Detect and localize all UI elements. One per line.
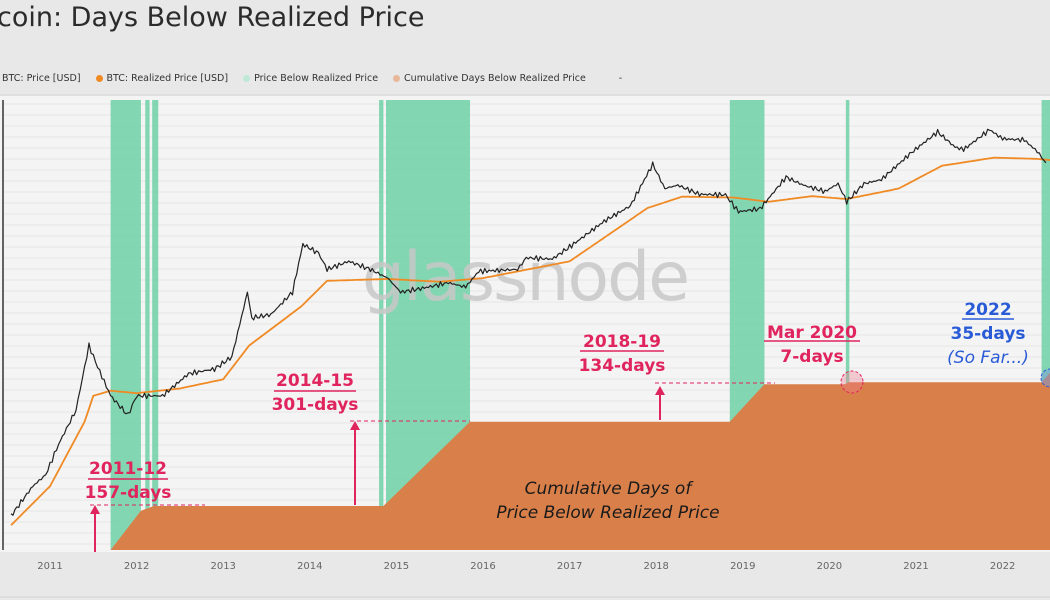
arrow-up-icon: [350, 421, 360, 430]
x-tick-label: 2018: [643, 561, 668, 572]
x-tick-label: 2015: [384, 561, 409, 572]
annotation-2014: [274, 390, 470, 505]
annotation-2022-days: 35-days: [950, 324, 1025, 344]
legend-label: BTC: Price [USD]: [2, 73, 81, 84]
x-tick-label: 2011: [37, 561, 62, 572]
legend-label: BTC: Realized Price [USD]: [106, 73, 229, 84]
x-tick-label: 2013: [210, 561, 235, 572]
legend-dot-icon: [95, 75, 103, 82]
btc-price-line: [10, 128, 1047, 516]
legend-label: Price Below Realized Price: [254, 73, 379, 84]
below-realized-band: [110, 100, 141, 550]
highlight-circle-2022-icon: [1040, 368, 1050, 388]
legend-label: -: [618, 73, 623, 84]
annotation-2014-title: 2014-15: [276, 371, 354, 391]
legend-item-cumulative[interactable]: Cumulative Days Below Realized Price: [393, 73, 586, 84]
below-realized-band: [1041, 100, 1050, 550]
legend-item-realized[interactable]: BTC: Realized Price [USD]: [95, 73, 229, 84]
page-title: coin: Days Below Realized Price: [0, 2, 425, 33]
x-tick-label: 2014: [297, 561, 322, 572]
legend-item-extra[interactable]: -: [601, 73, 622, 84]
annotation-2018-title: 2018-19: [583, 332, 661, 352]
x-tick-label: 2019: [730, 561, 755, 572]
watermark-logo: glassnode: [362, 238, 688, 317]
below-realized-band: [845, 100, 850, 550]
below-realized-band: [152, 100, 159, 550]
legend-item-below[interactable]: Price Below Realized Price: [243, 73, 378, 84]
cumulative-days-area: [110, 372, 1050, 550]
legend-dot-icon: [393, 75, 401, 82]
cumulative-label-line2: Price Below Realized Price: [496, 503, 719, 523]
cumulative-label-line1: Cumulative Days of: [525, 479, 695, 499]
x-tick-label: 2021: [903, 561, 928, 572]
annotation-2018: [580, 350, 775, 420]
x-tick-label: 2020: [817, 561, 842, 572]
legend-item-price[interactable]: BTC: Price [USD]: [2, 73, 81, 84]
annotation-2018-days: 134-days: [579, 356, 666, 376]
legend: BTC: Price [USD] BTC: Realized Price [US…: [2, 73, 622, 84]
x-tick-label: 2016: [470, 561, 495, 572]
x-tick-label: 2017: [557, 561, 582, 572]
below-realized-band: [145, 100, 150, 550]
legend-label: Cumulative Days Below Realized Price: [404, 73, 586, 84]
arrow-up-icon: [90, 505, 100, 514]
annotation-2022-title: 2022: [964, 300, 1011, 320]
legend-dot-icon: [243, 75, 251, 82]
annotation-2020-days: 7-days: [780, 347, 843, 367]
x-tick-label: 2012: [124, 561, 149, 572]
x-tick-label: 2022: [990, 561, 1015, 572]
annotation-2022-note: (So Far...): [947, 348, 1029, 368]
realized-price-line: [10, 156, 1050, 526]
annotation-2011: [88, 478, 205, 552]
highlight-circle-icon: [840, 370, 864, 394]
annotation-2011-title: 2011-12: [89, 459, 167, 479]
annotation-2014-days: 301-days: [272, 395, 359, 415]
arrow-up-icon: [655, 386, 665, 395]
annotation-2011-days: 157-days: [85, 483, 172, 503]
below-realized-band: [379, 100, 384, 550]
annotation-2020-title: Mar 2020: [767, 323, 857, 343]
